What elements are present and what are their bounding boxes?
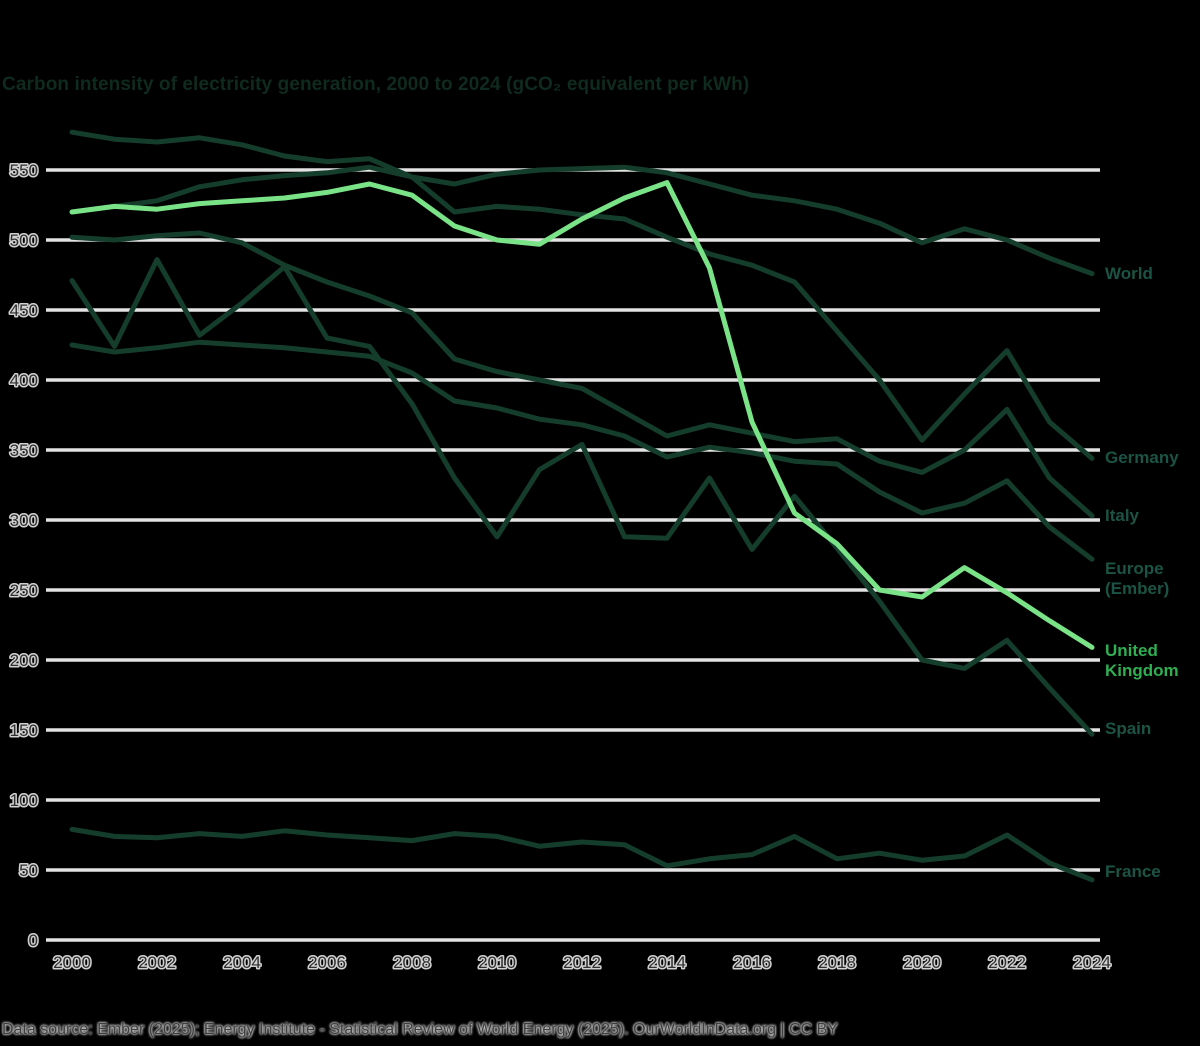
- y-tick-350: 350: [10, 441, 38, 460]
- source-footer: Data source: Ember (2025); Energy Instit…: [2, 1021, 838, 1038]
- series-line-spain: [69, 257, 1095, 737]
- y-tick-550: 550: [10, 161, 38, 180]
- x-tick-2020: 2020: [903, 953, 941, 972]
- series-label-europe-ember-: Europe (Ember): [1105, 559, 1170, 599]
- series-label-france: France: [1105, 861, 1161, 881]
- y-tick-300: 300: [10, 511, 38, 530]
- x-tick-2008: 2008: [393, 953, 431, 972]
- x-tick-2018: 2018: [818, 953, 856, 972]
- series-line-united-kingdom: [69, 180, 1095, 650]
- x-tick-2004: 2004: [223, 953, 261, 972]
- x-tick-2002: 2002: [138, 953, 176, 972]
- y-tick-150: 150: [10, 721, 38, 740]
- x-tick-2022: 2022: [988, 953, 1026, 972]
- x-tick-2006: 2006: [308, 953, 346, 972]
- series-label-world: World: [1105, 263, 1153, 283]
- series-label-germany: Germany: [1105, 448, 1179, 468]
- x-tick-2012: 2012: [563, 953, 601, 972]
- series-label-united-kingdom: United Kingdom: [1105, 641, 1179, 681]
- x-tick-2024: 2024: [1073, 953, 1111, 972]
- chart-title: Carbon intensity of electricity generati…: [2, 74, 750, 95]
- y-tick-0: 0: [29, 931, 38, 950]
- series-line-germany: [69, 129, 1095, 461]
- y-tick-200: 200: [10, 651, 38, 670]
- series-line-europe-ember-: [69, 339, 1095, 562]
- series-label-italy: Italy: [1105, 505, 1140, 525]
- y-tick-100: 100: [10, 791, 38, 810]
- x-tick-2000: 2000: [53, 953, 91, 972]
- x-tick-2014: 2014: [648, 953, 686, 972]
- series-line-italy: [69, 230, 1095, 519]
- y-tick-50: 50: [19, 861, 38, 880]
- x-tick-2016: 2016: [733, 953, 771, 972]
- y-tick-250: 250: [10, 581, 38, 600]
- y-tick-400: 400: [10, 371, 38, 390]
- x-tick-2010: 2010: [478, 953, 516, 972]
- y-tick-450: 450: [10, 301, 38, 320]
- series-label-spain: Spain: [1105, 719, 1152, 739]
- series-line-world: [69, 164, 1095, 277]
- y-tick-500: 500: [10, 231, 38, 250]
- series-line-france: [69, 826, 1095, 883]
